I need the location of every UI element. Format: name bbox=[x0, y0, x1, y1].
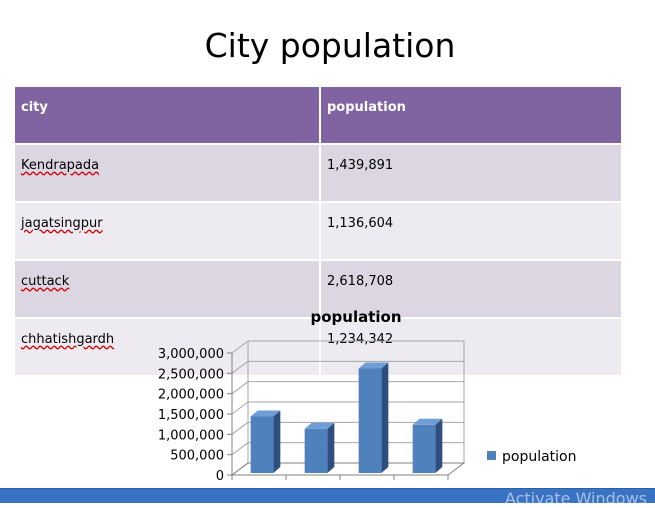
table-header-row: city population bbox=[15, 87, 621, 145]
bar-top bbox=[412, 418, 443, 425]
city-cell: Kendrapada bbox=[15, 144, 321, 203]
legend-label: population bbox=[502, 449, 577, 465]
population-cell: 2,618,708 bbox=[320, 260, 621, 319]
chart-floor bbox=[230, 462, 466, 476]
legend-swatch bbox=[487, 451, 496, 460]
bar bbox=[412, 424, 436, 473]
slide-title: City population bbox=[204, 26, 456, 65]
population-cell: 1,136,604 bbox=[320, 202, 621, 261]
gridline-depth bbox=[231, 442, 249, 456]
chart-title: population bbox=[310, 308, 401, 326]
y-tick-label: 0 bbox=[216, 469, 224, 484]
bar-side bbox=[327, 422, 335, 473]
city-cell: jagatsingpur bbox=[15, 202, 321, 261]
activation-watermark: Activate Windows bbox=[504, 489, 647, 508]
gridline-depth bbox=[231, 421, 249, 435]
gridline-depth bbox=[231, 340, 249, 354]
y-tick-label: 500,000 bbox=[170, 449, 224, 464]
y-tick-label: 1,500,000 bbox=[158, 408, 224, 423]
population-cell: 1,439,891 bbox=[320, 144, 621, 203]
taskbar: Activate Windows bbox=[0, 488, 655, 508]
bar-top bbox=[358, 362, 389, 369]
bar bbox=[250, 416, 274, 473]
table-row: jagatsingpur 1,136,604 bbox=[15, 202, 621, 261]
gridline-depth bbox=[231, 401, 249, 415]
bar-top bbox=[250, 410, 281, 417]
bar-side bbox=[435, 418, 443, 473]
bar-side bbox=[381, 362, 389, 473]
gridline-depth bbox=[231, 360, 249, 374]
y-tick-label: 2,000,000 bbox=[158, 388, 224, 403]
column-header-population: population bbox=[320, 87, 621, 145]
bar-side bbox=[273, 410, 281, 473]
y-tick-label: 3,000,000 bbox=[158, 347, 224, 362]
column-header-city: city bbox=[15, 87, 321, 145]
bar bbox=[304, 428, 328, 473]
y-tick-label: 2,500,000 bbox=[158, 367, 224, 382]
table-row: cuttack 2,618,708 bbox=[15, 260, 621, 319]
table-row: Kendrapada 1,439,891 bbox=[15, 144, 621, 203]
bar-top bbox=[304, 422, 335, 429]
population-bar-chart: population 0 500,000 1,000,000 1,500,000 2,00… bbox=[158, 308, 577, 484]
city-cell: cuttack bbox=[15, 260, 321, 319]
gridline-depth bbox=[231, 381, 249, 395]
bar bbox=[358, 368, 382, 473]
y-tick-label: 1,000,000 bbox=[158, 428, 224, 443]
city-cell: chhatishgardh bbox=[15, 318, 321, 377]
